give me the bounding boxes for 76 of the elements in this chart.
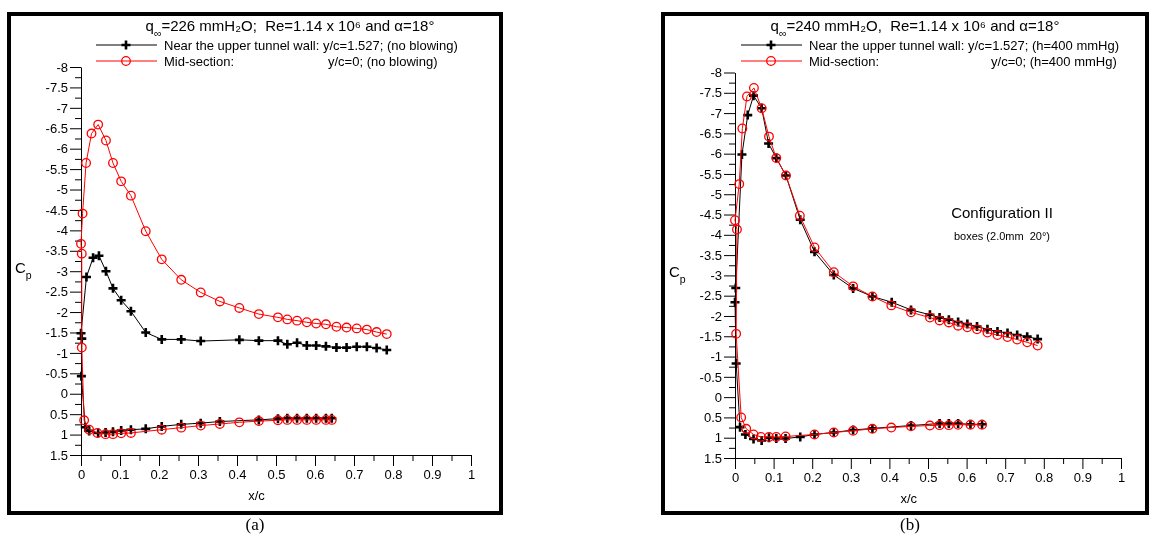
x-axis-title: x/c xyxy=(900,491,918,506)
y-tick-label: -8 xyxy=(56,59,68,75)
y-tick-label: -6.5 xyxy=(699,126,722,142)
y-tick-label: -6 xyxy=(710,146,722,162)
x-tick-label: 0 xyxy=(77,467,86,483)
y-tick-label: -2.5 xyxy=(45,284,68,300)
annotation: boxes (2.0mm 20°) xyxy=(953,230,1051,242)
y-tick-label: -5 xyxy=(710,186,722,202)
y-tick-label: 1.5 xyxy=(49,447,68,463)
y-tick-label: -3.5 xyxy=(45,243,68,259)
x-tick-label: 0.1 xyxy=(111,467,130,483)
y-tick-label: 0 xyxy=(714,389,722,405)
y-tick-label: -0.5 xyxy=(699,369,722,385)
x-tick-label: 0.7 xyxy=(996,470,1015,486)
x-tick-label: 1 xyxy=(467,467,476,483)
x-tick-label: 0.9 xyxy=(423,467,442,483)
text: (b) xyxy=(900,515,920,534)
y-tick-label: 1 xyxy=(60,427,68,443)
x-tick-label: 0.9 xyxy=(1073,470,1092,486)
annotation: Configuration II xyxy=(951,204,1053,221)
y-tick-label: 1.5 xyxy=(703,450,722,466)
x-tick-label: 0.7 xyxy=(345,467,364,483)
y-tick-label: -6 xyxy=(56,141,68,157)
x-tick-label: 0.3 xyxy=(189,467,208,483)
y-tick-label: -3.5 xyxy=(699,247,722,263)
y-tick-label: -0.5 xyxy=(45,365,68,381)
y-tick-label: -6.5 xyxy=(45,120,68,136)
x-tick-label: 0.3 xyxy=(842,470,861,486)
y-tick-label: -8 xyxy=(710,65,722,81)
y-axis-title: C$_{p}$ xyxy=(669,263,686,286)
y-tick-label: -7 xyxy=(710,105,722,121)
y-tick-label: -3 xyxy=(710,268,722,284)
x-tick-label: 0.4 xyxy=(880,470,899,486)
x-tick-label: 1 xyxy=(1117,470,1126,486)
y-tick-label: -1.5 xyxy=(45,325,68,341)
y-tick-label: -2.5 xyxy=(699,288,722,304)
y-tick-label: -1.5 xyxy=(699,328,722,344)
y-tick-label: -7.5 xyxy=(699,85,722,101)
y-tick-label: -1 xyxy=(56,345,68,361)
y-tick-label: 1 xyxy=(714,430,722,446)
x-tick-label: 0 xyxy=(731,470,740,486)
y-tick-label: -3 xyxy=(56,263,68,279)
legend-label: Near the upper tunnel wall: y/c=1.527; (h=400 mmHg) xyxy=(809,38,1120,53)
legend-label: Mid-section: y/c=0; (h=400 mmHg) xyxy=(809,54,1117,69)
x-tick-label: 0.6 xyxy=(306,467,325,483)
legend-label: Near the upper tunnel wall: y/c=1.527; (no blowing) xyxy=(164,38,458,53)
y-tick-label: -2 xyxy=(56,304,68,320)
x-tick-label: 0.1 xyxy=(765,470,784,486)
y-axis-title: C$_{p}$ xyxy=(15,259,32,281)
x-tick-label: 0.5 xyxy=(267,467,286,483)
x-tick-label: 0.2 xyxy=(150,467,169,483)
x-axis-title: x/c xyxy=(248,488,266,503)
x-tick-label: 0.8 xyxy=(384,467,403,483)
y-tick-label: -5.5 xyxy=(699,166,722,182)
x-tick-label: 0.4 xyxy=(228,467,247,483)
y-tick-label: -7 xyxy=(56,100,68,116)
y-tick-label: 0.5 xyxy=(703,410,722,426)
x-tick-label: 0.2 xyxy=(803,470,822,486)
y-tick-label: -4.5 xyxy=(45,202,68,218)
chart-title: q$_{∞}$=226 mmH₂O; Re=1.14 x 10⁶ and α=18° xyxy=(145,17,435,39)
x-tick-label: 0.6 xyxy=(958,470,977,486)
y-tick-label: -4 xyxy=(56,223,68,239)
y-tick-label: -7.5 xyxy=(45,80,68,96)
y-tick-label: -4 xyxy=(710,227,722,243)
legend-label: Mid-section: y/c=0; (no blowing) xyxy=(164,54,438,69)
y-tick-label: -5 xyxy=(56,182,68,198)
y-tick-label: -5.5 xyxy=(45,161,68,177)
text: (a) xyxy=(245,515,265,534)
x-tick-label: 0.8 xyxy=(1035,470,1054,486)
y-tick-label: 0.5 xyxy=(49,406,68,422)
y-tick-label: -1 xyxy=(710,349,722,365)
chart-title: q$_{∞}$=240 mmH₂O, Re=1.14 x 10⁶ and α=18° xyxy=(770,17,1060,39)
y-tick-label: -2 xyxy=(710,308,722,324)
y-tick-label: -4.5 xyxy=(699,207,722,223)
x-tick-label: 0.5 xyxy=(919,470,938,486)
y-tick-label: 0 xyxy=(60,386,68,402)
